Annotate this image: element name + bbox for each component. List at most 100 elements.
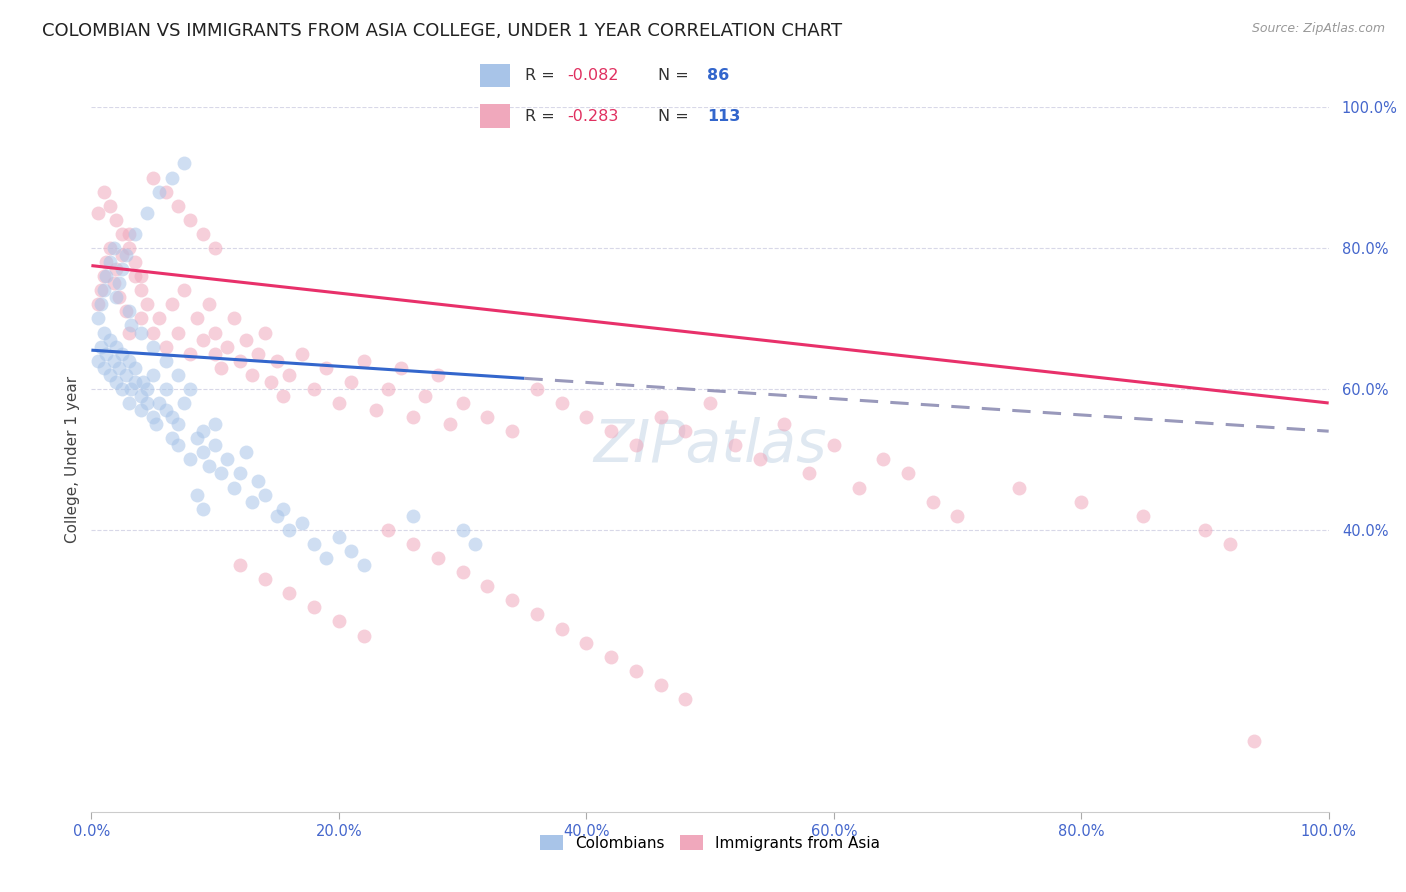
Point (600, 649, 623, 664)
Point (328, 396, 350, 410)
Point (129, 311, 152, 326)
Point (179, 452, 201, 467)
Point (167, 417, 190, 431)
Point (167, 438, 190, 452)
Point (247, 346, 270, 360)
Point (124, 360, 146, 375)
Point (1132, 508, 1154, 523)
Point (86, 353, 108, 368)
Point (235, 445, 257, 459)
Point (575, 410, 598, 425)
Point (209, 360, 232, 375)
Point (111, 262, 134, 277)
Point (240, 368, 263, 382)
Point (402, 410, 425, 425)
Point (160, 297, 183, 311)
Point (90, 297, 112, 311)
Point (105, 290, 128, 304)
Point (340, 544, 363, 558)
Point (198, 297, 221, 311)
Point (377, 382, 399, 396)
Point (173, 396, 195, 410)
Point (132, 375, 155, 389)
Text: R =: R = (526, 109, 561, 124)
Point (115, 368, 138, 382)
Point (353, 558, 375, 573)
Point (1070, 494, 1092, 508)
Point (204, 346, 226, 360)
Point (302, 600, 325, 615)
Point (650, 678, 672, 692)
Point (229, 353, 252, 368)
Point (253, 326, 276, 340)
Point (124, 375, 146, 389)
Point (315, 360, 337, 375)
Point (142, 326, 165, 340)
FancyBboxPatch shape (479, 63, 510, 87)
Point (204, 417, 226, 431)
Point (90, 283, 112, 297)
Point (93, 185, 115, 199)
Point (136, 205, 159, 219)
Point (86, 205, 108, 219)
Legend: Colombians, Immigrants from Asia: Colombians, Immigrants from Asia (534, 829, 886, 857)
Point (186, 431, 208, 445)
Point (129, 389, 152, 403)
Text: Source: ZipAtlas.com: Source: ZipAtlas.com (1251, 22, 1385, 36)
Point (117, 241, 139, 255)
Point (117, 326, 139, 340)
Point (148, 396, 170, 410)
Point (699, 396, 721, 410)
Point (167, 326, 190, 340)
Point (117, 353, 139, 368)
Point (179, 346, 201, 360)
Point (823, 438, 845, 452)
Point (136, 396, 159, 410)
Point (136, 297, 159, 311)
Point (240, 494, 263, 508)
Point (120, 318, 142, 333)
Point (160, 410, 183, 425)
Point (204, 326, 226, 340)
Point (86, 311, 108, 326)
Point (93, 269, 115, 284)
Point (328, 530, 350, 544)
Point (278, 586, 301, 600)
Point (115, 248, 138, 262)
Point (145, 417, 167, 431)
Point (1243, 734, 1265, 748)
Point (600, 424, 623, 438)
Point (93, 283, 115, 297)
Point (340, 375, 363, 389)
Point (173, 156, 195, 170)
Point (575, 635, 598, 649)
Point (105, 212, 128, 227)
Point (129, 269, 152, 284)
Point (377, 523, 399, 537)
Point (271, 389, 294, 403)
Point (477, 410, 499, 425)
Text: 113: 113 (707, 109, 740, 124)
Point (271, 501, 294, 516)
Point (98, 241, 121, 255)
Point (451, 523, 474, 537)
Text: -0.082: -0.082 (568, 68, 619, 83)
Point (364, 403, 387, 417)
Point (402, 508, 425, 523)
Point (204, 241, 226, 255)
Point (426, 368, 449, 382)
Text: R =: R = (526, 68, 561, 83)
Point (235, 333, 257, 347)
Point (111, 382, 134, 396)
Point (155, 340, 177, 354)
Point (451, 396, 474, 410)
Point (946, 508, 969, 523)
Point (103, 277, 125, 291)
Point (142, 410, 165, 425)
Point (550, 622, 572, 636)
Point (266, 353, 288, 368)
Point (501, 424, 523, 438)
Point (98, 199, 121, 213)
Point (291, 346, 314, 360)
Point (191, 501, 214, 516)
